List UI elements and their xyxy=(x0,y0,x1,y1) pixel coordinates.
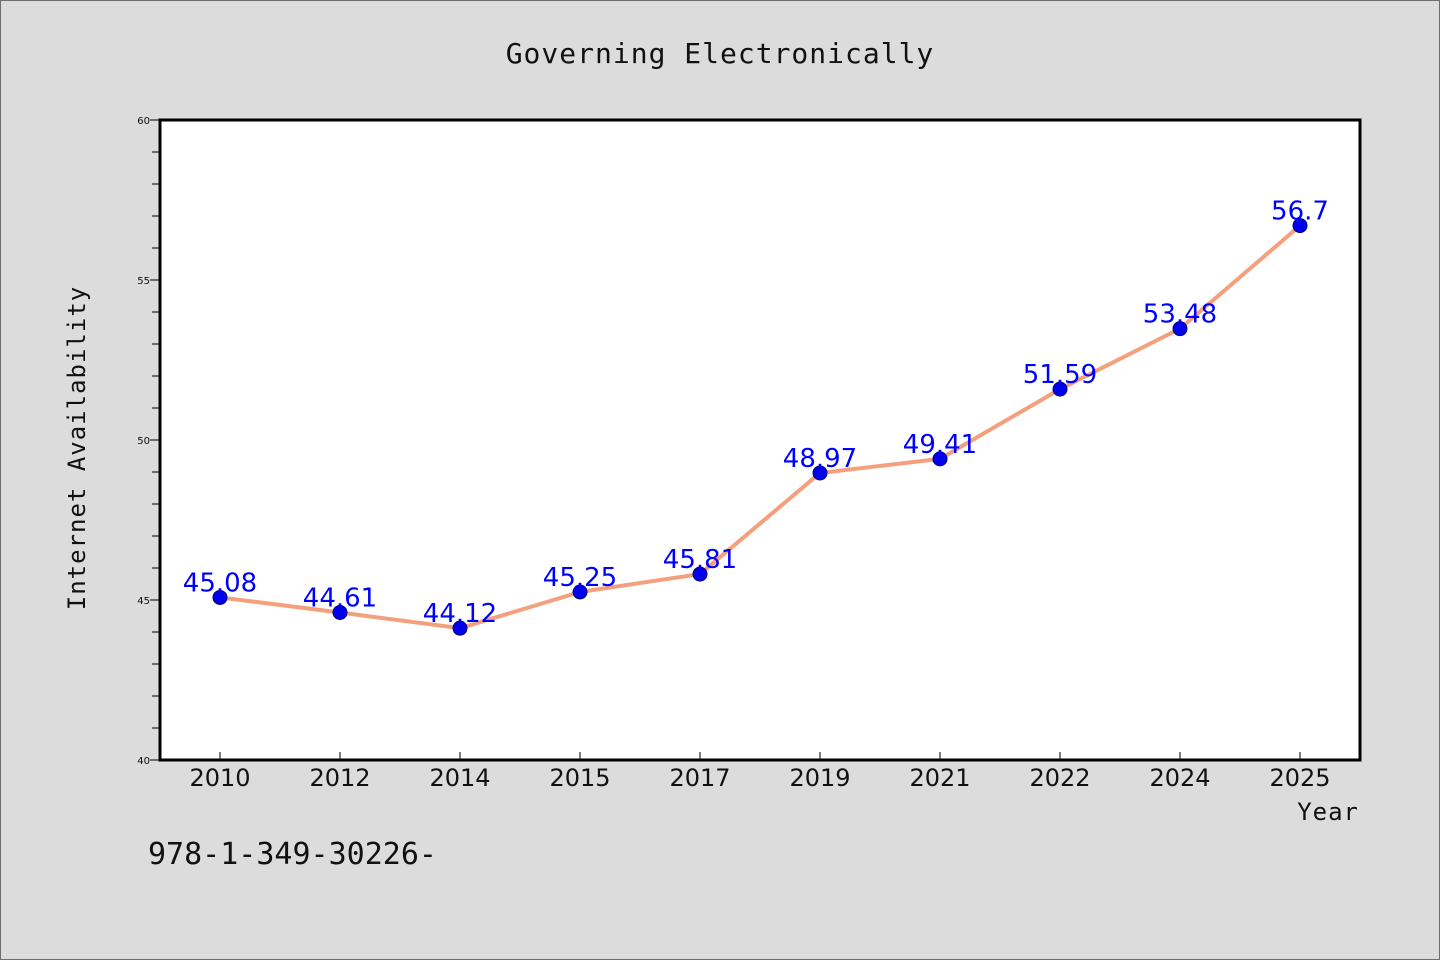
data-label: 56.7 xyxy=(1271,197,1329,227)
x-tick-label: 2015 xyxy=(549,764,610,792)
data-label: 44.61 xyxy=(303,583,377,613)
data-point xyxy=(932,451,948,467)
y-axis-title: Internet Availability xyxy=(63,286,91,610)
x-tick-label: 2010 xyxy=(189,764,250,792)
x-tick-label: 2014 xyxy=(429,764,490,792)
data-point xyxy=(1052,381,1068,397)
data-label: 45.08 xyxy=(183,568,257,598)
footnote-text: 978-1-349-30226- xyxy=(148,837,437,872)
x-tick-label: 2025 xyxy=(1269,764,1330,792)
x-tick-label: 2017 xyxy=(669,764,730,792)
y-axis: 40 45 50 55 60 xyxy=(137,116,160,767)
data-point xyxy=(692,566,708,582)
data-label: 53.48 xyxy=(1143,300,1217,330)
y-tick-label: 60 xyxy=(137,116,150,127)
x-tick-label: 2012 xyxy=(309,764,370,792)
data-label: 44.12 xyxy=(423,599,497,629)
x-tick-label: 2022 xyxy=(1029,764,1090,792)
y-tick-label: 50 xyxy=(137,436,150,447)
series-group: 45.08 44.61 44.12 45.25 45.81 48.97 49.41 51.59… xyxy=(183,197,1329,636)
data-label: 45.25 xyxy=(543,563,617,593)
data-label: 51.59 xyxy=(1023,360,1097,390)
x-axis-title: Year xyxy=(1297,798,1359,826)
x-axis: 2010 2012 2014 2015 2017 2019 2021 2022 2024 2025 xyxy=(189,752,1331,792)
y-tick-label: 40 xyxy=(137,756,150,767)
x-tick-label: 2024 xyxy=(1149,764,1210,792)
x-tick-label: 2021 xyxy=(909,764,970,792)
data-point xyxy=(812,465,828,481)
y-tick-label: 45 xyxy=(137,596,150,607)
data-label: 49.41 xyxy=(903,430,977,460)
data-point xyxy=(572,584,588,600)
data-point xyxy=(212,589,228,605)
plot-area xyxy=(158,118,1362,762)
x-tick-label: 2019 xyxy=(789,764,850,792)
data-point xyxy=(332,604,348,620)
series-line xyxy=(218,223,1302,631)
data-label: 45.81 xyxy=(663,545,737,575)
data-point xyxy=(1172,321,1188,337)
data-label: 48.97 xyxy=(783,444,857,474)
data-point xyxy=(1292,218,1308,234)
chart-title: Governing Electronically xyxy=(506,37,935,70)
y-tick-label: 55 xyxy=(137,276,150,287)
data-point xyxy=(452,620,468,636)
